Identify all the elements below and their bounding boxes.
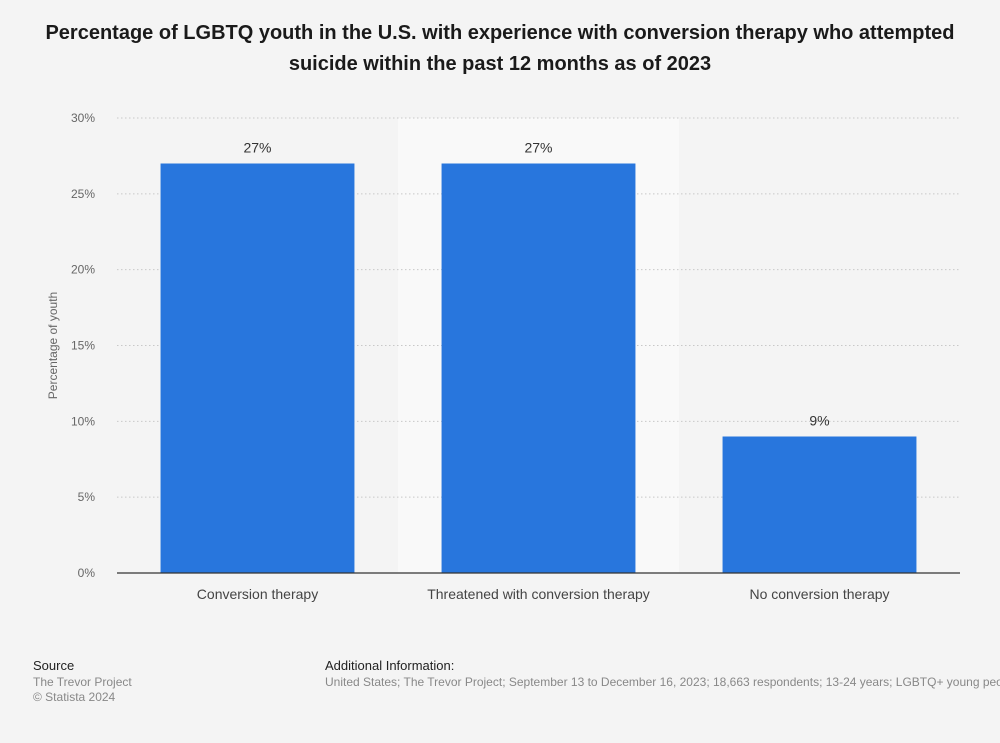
additional-info-heading: Additional Information: [325, 658, 455, 673]
data-label: 9% [809, 413, 829, 429]
bar [722, 436, 917, 573]
y-tick-label: 25% [71, 187, 95, 201]
bar [160, 163, 355, 573]
x-tick-label: Threatened with conversion therapy [427, 586, 650, 602]
source-heading: Source [33, 658, 75, 673]
y-tick-label: 0% [78, 566, 96, 580]
y-tick-label: 30% [71, 111, 95, 125]
y-tick-label: 15% [71, 339, 95, 353]
y-tick-label: 5% [78, 490, 96, 504]
source-name[interactable]: The Trevor Project [33, 675, 132, 689]
copyright: © Statista 2024 [33, 690, 116, 704]
source-block: Source The Trevor Project © Statista 202… [33, 658, 132, 705]
additional-info-block: Additional Information: United States; T… [325, 658, 1000, 690]
y-tick-label: 20% [71, 263, 95, 277]
y-tick-label: 10% [71, 414, 95, 428]
y-axis-title: Percentage of youth [46, 292, 60, 399]
data-label: 27% [243, 140, 271, 156]
x-tick-label: No conversion therapy [749, 586, 889, 602]
bar-chart: 0% 5% 10% 15% 20% 25% 30% Percentage of youth 27… [46, 111, 960, 602]
chart-title: Percentage of LGBTQ youth in the U.S. wi… [45, 22, 955, 75]
data-label: 27% [524, 140, 552, 156]
additional-info-text: United States; The Trevor Project; Septe… [325, 675, 1000, 689]
bar [441, 163, 636, 573]
x-tick-label: Conversion therapy [197, 586, 318, 602]
